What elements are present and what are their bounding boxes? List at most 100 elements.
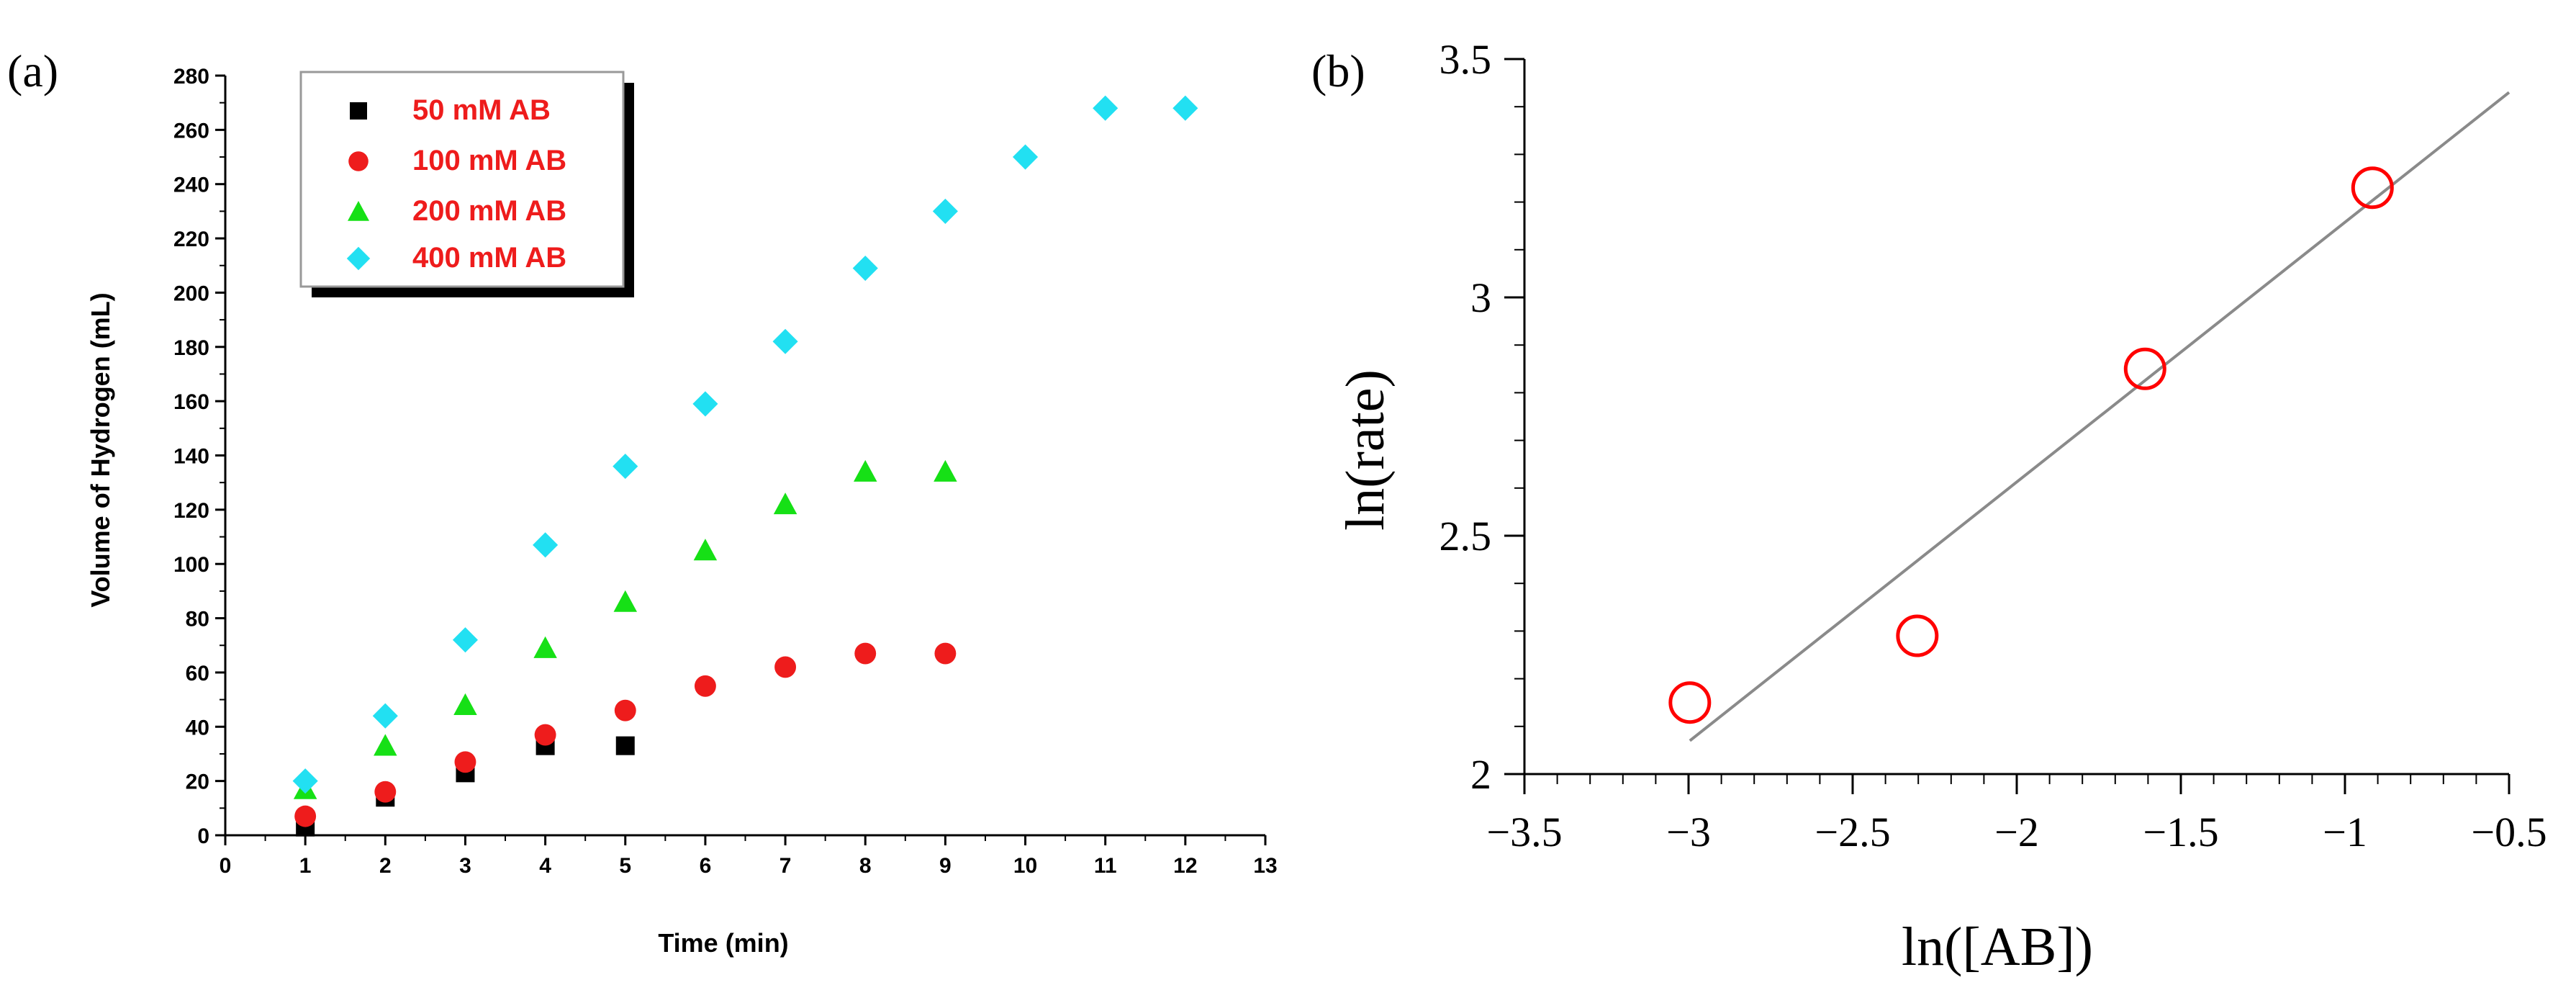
legend-marker-50-mm-ab: [350, 102, 367, 120]
data-point-400-mm-ab: [533, 532, 559, 558]
y-tick-label: 0: [197, 824, 209, 848]
data-point-100-mm-ab: [374, 781, 397, 803]
data-point-400-mm-ab: [692, 391, 718, 417]
data-point-200-mm-ab: [453, 693, 477, 715]
panel-b-ticks: −3.5 −3 −2.5 −2 −1.5 −1 −0.5 2 2.5 3 3.5: [1440, 36, 2547, 855]
x-tick-label: −1.5: [2143, 809, 2218, 855]
fit-line: [1689, 91, 2511, 742]
data-point-400-mm-ab: [772, 328, 798, 354]
data-point-100-mm-ab: [534, 724, 556, 746]
x-tick-label: 6: [700, 854, 712, 878]
data-point-400-mm-ab: [932, 198, 958, 224]
y-tick-label: 20: [186, 770, 209, 794]
data-point-400-mm-ab: [372, 703, 398, 729]
data-point-400-mm-ab: [1012, 144, 1039, 170]
x-tick-label: 5: [619, 854, 631, 878]
y-tick-label: 2.5: [1440, 513, 1492, 559]
data-point: [2123, 347, 2166, 390]
y-tick-label: 80: [186, 608, 209, 631]
data-point-400-mm-ab: [452, 627, 479, 653]
panel-b-fit-line: [1689, 91, 2511, 742]
panel-b-points: [1668, 166, 2394, 724]
data-point-200-mm-ab: [853, 459, 877, 482]
legend-entry-200mm: 200 mM AB: [412, 195, 566, 227]
panel-b-axes: [1523, 59, 2509, 776]
data-point-400-mm-ab: [292, 768, 318, 794]
y-tick-label: 2: [1470, 751, 1491, 798]
x-tick-label: 2: [379, 854, 392, 878]
data-point-400-mm-ab: [1093, 95, 1118, 121]
y-tick-label: 140: [173, 445, 209, 469]
data-point-400-mm-ab: [852, 255, 878, 282]
x-tick-label: −2.5: [1815, 809, 1890, 855]
panel-a-legend: 50 mM AB 100 mM AB 200 mM AB 400 mM AB: [299, 71, 634, 297]
legend-marker-100-mm-ab: [348, 151, 369, 171]
data-point-100-mm-ab: [454, 751, 476, 773]
y-tick-label: 240: [173, 174, 209, 197]
legend-entry-100mm: 100 mM AB: [412, 145, 566, 176]
y-tick-label: 3.5: [1440, 36, 1492, 83]
panel-a-label: (a): [7, 45, 58, 96]
x-tick-label: 3: [459, 854, 471, 878]
data-point-200-mm-ab: [533, 636, 557, 658]
y-tick-label: 120: [173, 499, 209, 523]
panel-a-y-axis-title: Volume of Hydrogen (mL): [86, 292, 115, 607]
x-tick-label: 9: [939, 854, 952, 878]
x-tick-label: 7: [779, 854, 792, 878]
y-tick-label: 220: [173, 228, 209, 251]
panel-b-label: (b): [1311, 45, 1365, 96]
y-tick-label: 100: [173, 553, 209, 577]
panel-a-points: [292, 95, 1198, 837]
data-point-200-mm-ab: [773, 493, 797, 515]
panel-a: (a) 0 1 2 3 4 5 6 7 8 9 10 11 12 13020406080100120140…: [7, 45, 1278, 958]
legend-markers: [346, 102, 371, 271]
y-tick-label: 160: [173, 390, 209, 414]
y-tick-label: 3: [1470, 274, 1491, 321]
legend-marker-200-mm-ab: [348, 201, 369, 221]
panel-a-x-axis-title: Time (min): [658, 928, 788, 958]
data-point-100-mm-ab: [934, 642, 957, 665]
data-point-100-mm-ab: [694, 675, 716, 697]
x-tick-label: 0: [220, 854, 232, 878]
data-point-400-mm-ab: [1172, 95, 1198, 121]
x-tick-label: 1: [299, 854, 312, 878]
panel-b: (b) −3.5 −3 −2.5 −2 −1.5 −1 −0.5 2 2.5 3 3.5 ln([A…: [1311, 36, 2547, 977]
x-tick-label: 8: [859, 854, 872, 878]
x-tick-label: 12: [1173, 854, 1197, 878]
data-point: [1896, 614, 1939, 657]
data-point-100-mm-ab: [774, 656, 797, 678]
data-point-200-mm-ab: [613, 590, 638, 612]
x-tick-label: −3: [1666, 809, 1711, 855]
data-point-100-mm-ab: [614, 699, 636, 721]
legend-entry-400mm: 400 mM AB: [412, 242, 566, 274]
y-tick-label: 200: [173, 282, 209, 305]
x-tick-label: −0.5: [2471, 809, 2546, 855]
panel-b-y-axis-title: ln(rate): [1335, 369, 1396, 531]
y-tick-label: 60: [186, 662, 209, 685]
x-tick-label: 13: [1253, 854, 1277, 878]
panel-b-x-axis-title: ln([AB]): [1902, 917, 2093, 977]
data-point-50-mm-ab: [615, 736, 635, 755]
x-tick-label: −3.5: [1486, 809, 1562, 855]
data-point-200-mm-ab: [693, 539, 718, 561]
data-point-400-mm-ab: [613, 454, 638, 480]
x-tick-label: −2: [1994, 809, 2039, 855]
panel-a-ticks: 0 1 2 3 4 5 6 7 8 9 10 11 12 130204060801001201401601…: [173, 65, 1278, 878]
y-tick-label: 40: [186, 716, 209, 739]
data-point: [2351, 166, 2394, 210]
data-point-100-mm-ab: [294, 805, 317, 827]
data-point-200-mm-ab: [934, 459, 957, 482]
y-tick-label: 280: [173, 65, 209, 89]
legend-marker-400-mm-ab: [346, 246, 371, 271]
legend-entry-50mm: 50 mM AB: [412, 94, 551, 126]
data-point-200-mm-ab: [374, 734, 397, 756]
y-tick-label: 260: [173, 119, 209, 143]
data-point: [1668, 681, 1712, 724]
data-point-100-mm-ab: [854, 642, 877, 665]
x-tick-label: 4: [539, 854, 551, 878]
y-tick-label: 180: [173, 336, 209, 360]
x-tick-label: 10: [1013, 854, 1037, 878]
x-tick-label: 11: [1094, 854, 1117, 878]
x-tick-label: −1: [2323, 809, 2367, 855]
